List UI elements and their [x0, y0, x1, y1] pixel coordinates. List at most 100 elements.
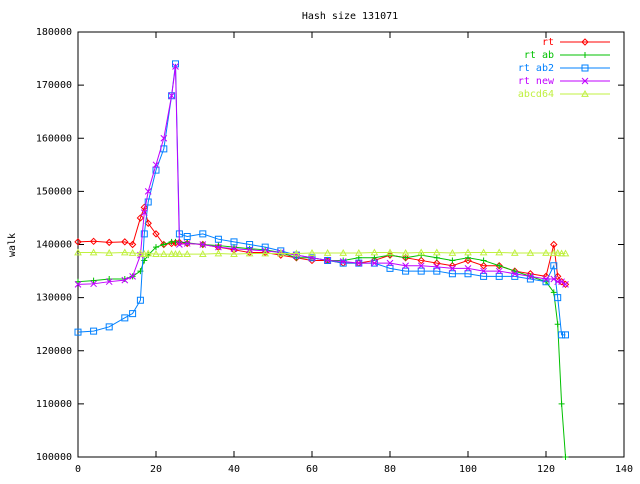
point — [245, 249, 254, 257]
point — [176, 241, 183, 248]
y-tick-label: 160000 — [36, 133, 72, 144]
y-tick-label: 100000 — [36, 452, 72, 463]
chart-title: Hash size 131071 — [302, 11, 398, 22]
x-tick-label: 100 — [459, 464, 477, 475]
point — [276, 249, 285, 257]
point — [152, 161, 160, 169]
y-tick-label: 180000 — [36, 27, 72, 38]
point — [183, 250, 192, 257]
point — [496, 262, 503, 269]
point — [90, 327, 98, 335]
y-tick-label: 110000 — [36, 399, 72, 410]
point — [417, 262, 425, 270]
point — [480, 257, 487, 264]
point — [464, 248, 472, 256]
point — [550, 289, 557, 296]
point — [554, 294, 562, 302]
point — [129, 310, 137, 318]
point — [323, 248, 332, 256]
point — [511, 270, 519, 278]
point — [105, 248, 114, 256]
y-tick-label: 120000 — [36, 346, 72, 357]
point — [215, 243, 222, 251]
point — [144, 188, 152, 195]
point — [153, 244, 159, 251]
point — [557, 277, 566, 286]
point — [527, 273, 534, 280]
point — [171, 250, 180, 257]
point — [120, 248, 129, 256]
point — [172, 60, 179, 68]
x-tick-label: 140 — [615, 464, 633, 475]
point — [140, 209, 148, 216]
point — [550, 262, 558, 270]
point — [495, 248, 504, 256]
point — [214, 249, 223, 257]
point — [152, 250, 160, 257]
y-tick-label: 130000 — [36, 293, 72, 304]
point — [136, 214, 145, 222]
legend-marker — [581, 89, 589, 97]
legend-label: abcd64 — [518, 89, 554, 100]
point — [167, 250, 176, 257]
point — [558, 400, 565, 407]
point — [199, 230, 207, 238]
point — [354, 248, 363, 256]
point — [553, 272, 562, 281]
point — [74, 248, 82, 256]
legend-marker — [581, 64, 589, 72]
point — [324, 257, 331, 264]
x-tick-label: 40 — [228, 464, 240, 475]
point — [152, 230, 160, 238]
point — [433, 263, 441, 271]
point — [136, 249, 145, 257]
point — [526, 248, 535, 256]
point — [401, 248, 410, 256]
y-tick-label: 170000 — [36, 80, 72, 91]
point — [479, 262, 488, 270]
point — [160, 134, 168, 142]
point — [562, 331, 569, 339]
point — [402, 267, 410, 275]
point — [183, 240, 191, 247]
point — [74, 238, 82, 246]
point — [324, 256, 332, 264]
point — [144, 249, 153, 257]
point — [465, 254, 471, 261]
point — [550, 240, 558, 249]
point — [402, 262, 409, 270]
point — [562, 280, 569, 288]
point — [144, 198, 152, 206]
point — [480, 267, 487, 275]
point — [183, 233, 191, 241]
point — [550, 275, 558, 283]
point — [128, 248, 137, 256]
point — [140, 230, 148, 238]
point — [510, 248, 519, 256]
y-tick-label: 150000 — [36, 186, 72, 197]
point — [433, 259, 441, 267]
point — [448, 248, 457, 256]
point — [355, 259, 363, 267]
point — [464, 256, 472, 265]
point — [386, 264, 394, 272]
legend-label: rt — [542, 37, 554, 48]
legend-marker — [581, 38, 589, 46]
y-tick-label: 140000 — [36, 240, 72, 251]
point — [74, 280, 82, 288]
point — [448, 270, 456, 278]
point — [140, 250, 149, 257]
point — [557, 249, 566, 257]
point — [261, 249, 270, 257]
point — [168, 92, 175, 100]
legend-marker — [581, 77, 589, 85]
point — [562, 454, 569, 460]
point — [480, 272, 488, 280]
point — [175, 250, 184, 257]
point — [386, 259, 394, 267]
point — [432, 248, 441, 256]
point — [74, 328, 82, 336]
point — [105, 278, 113, 286]
point — [339, 258, 347, 265]
